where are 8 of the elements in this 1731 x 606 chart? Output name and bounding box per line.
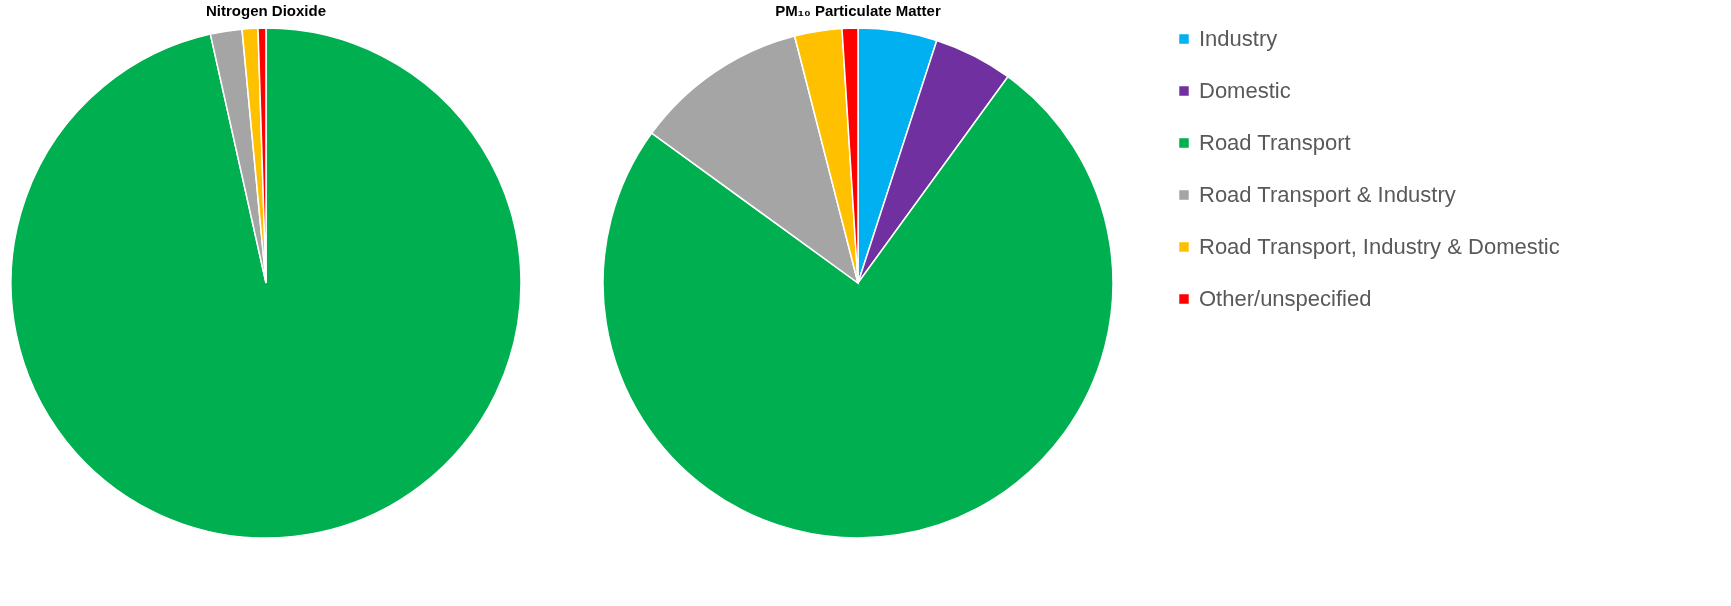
chart-title: PM₁₀ Particulate Matter: [775, 2, 941, 19]
legend-label: Domestic: [1199, 78, 1291, 103]
legend-label: Road Transport: [1199, 130, 1351, 155]
legend-label: Industry: [1199, 26, 1278, 51]
legend-label: Other/unspecified: [1199, 286, 1372, 311]
legend-label: Road Transport, Industry & Domestic: [1199, 234, 1560, 259]
chart-title: Nitrogen Dioxide: [205, 2, 327, 19]
legend-label: Road Transport & Industry: [1199, 182, 1456, 207]
